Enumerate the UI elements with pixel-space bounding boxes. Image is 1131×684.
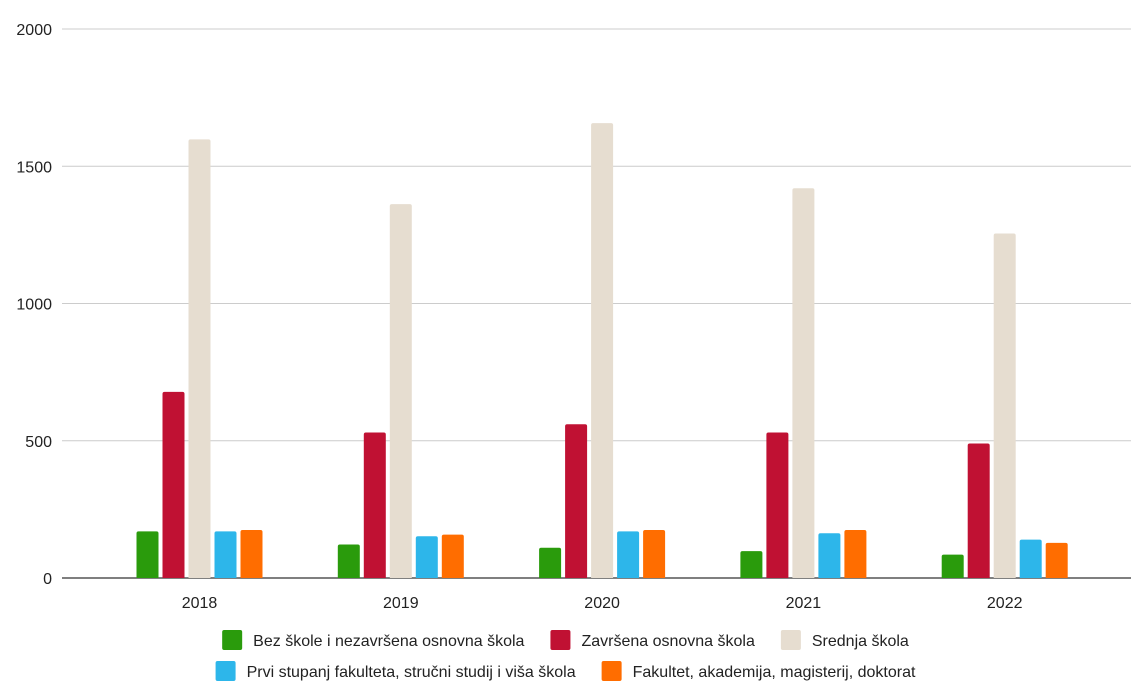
bar [136, 531, 159, 578]
bar [941, 554, 964, 578]
x-tick-label: 2021 [786, 595, 822, 612]
x-axis-tick-labels: 2018 2019 2020 2021 2022 [182, 595, 1023, 612]
x-tick-label: 2020 [584, 595, 620, 612]
legend-label: Fakultet, akademija, magisterij, doktora… [633, 664, 916, 681]
bar [617, 531, 640, 578]
legend-swatch [601, 661, 622, 681]
legend-swatch [550, 630, 571, 650]
legend-item: Fakultet, akademija, magisterij, doktora… [601, 661, 916, 681]
bar [643, 529, 666, 578]
legend-item: Bez škole i nezavršena osnovna škola [222, 630, 525, 650]
legend-label: Srednja škola [812, 633, 909, 650]
y-tick-label: 0 [43, 571, 52, 588]
legend-item: Završena osnovna škola [550, 630, 755, 650]
legend-label: Prvi stupanj fakulteta, stručni studij i… [247, 664, 576, 681]
legend-label: Bez škole i nezavršena osnovna škola [253, 633, 524, 650]
bar [740, 551, 763, 578]
legend-item: Prvi stupanj fakulteta, stručni studij i… [215, 661, 576, 681]
x-tick-label: 2019 [383, 595, 419, 612]
legend-row: Prvi stupanj fakulteta, stručni studij i… [215, 661, 916, 681]
bar [565, 424, 588, 578]
bar [415, 536, 438, 578]
x-tick-label: 2018 [182, 595, 218, 612]
bar [162, 391, 185, 578]
y-tick-label: 500 [25, 434, 52, 451]
legend-swatch [215, 661, 236, 681]
legend-swatch [780, 630, 801, 650]
legend: Bez škole i nezavršena osnovna škola Zavr… [215, 630, 916, 681]
bar [441, 534, 464, 578]
bar [240, 529, 263, 578]
bar [591, 123, 614, 578]
y-tick-label: 1000 [16, 297, 52, 314]
bar [792, 188, 815, 578]
legend-swatch [222, 630, 243, 650]
bar [1019, 539, 1042, 578]
bar [766, 432, 789, 578]
bar [337, 544, 360, 578]
bar [1045, 542, 1068, 578]
y-tick-label: 1500 [16, 159, 52, 176]
bar [389, 204, 412, 579]
y-axis-tick-labels: 0 500 1000 1500 2000 [16, 22, 52, 588]
legend-row: Bez škole i nezavršena osnovna škola Zavr… [222, 630, 909, 650]
bar [214, 531, 237, 578]
legend-item: Srednja škola [780, 630, 909, 650]
legend-label: Završena osnovna škola [581, 633, 755, 650]
bar [818, 533, 841, 578]
bar [539, 547, 562, 578]
bar [844, 529, 867, 578]
bars [136, 123, 1068, 579]
bar [993, 233, 1016, 578]
bar [363, 432, 386, 578]
x-tick-label: 2022 [987, 595, 1023, 612]
bar [188, 139, 211, 578]
bar [967, 443, 990, 578]
y-tick-label: 2000 [16, 22, 52, 39]
